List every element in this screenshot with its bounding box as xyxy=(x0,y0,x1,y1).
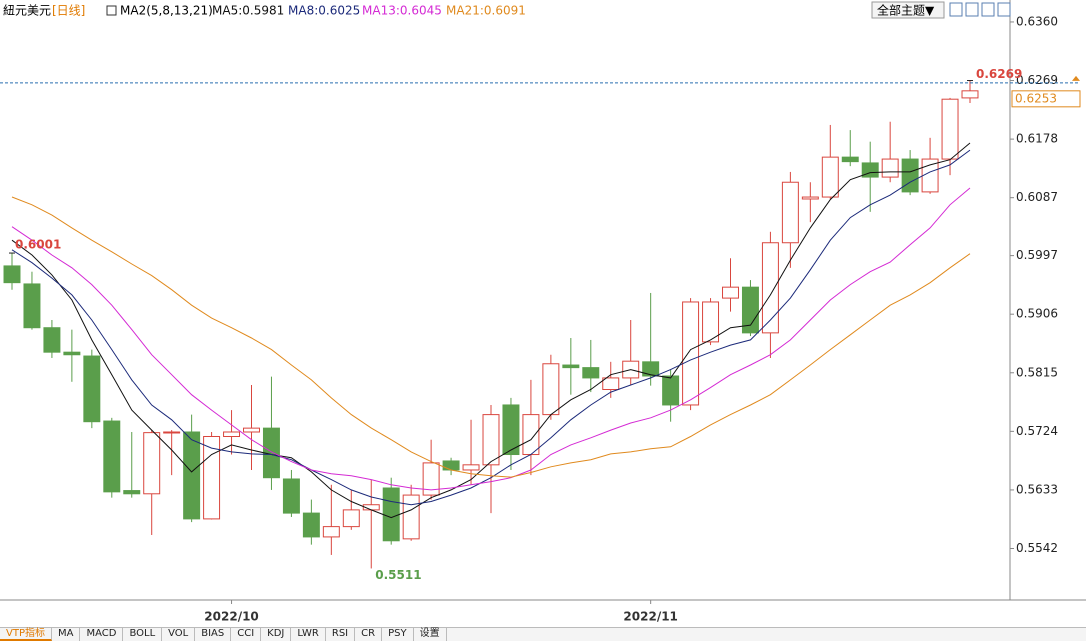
candle-body xyxy=(3,265,21,284)
low-label: 0.5511 xyxy=(375,568,421,582)
current-price-arrow xyxy=(1072,75,1080,81)
indicator-tab[interactable]: MA xyxy=(52,628,81,641)
candle-body xyxy=(542,363,560,416)
candle-body xyxy=(183,431,201,520)
legend-entry: MA5:0.5981 xyxy=(212,4,284,18)
indicator-label: MA2(5,8,13,21) xyxy=(120,4,213,18)
y-tick-label: 0.6269 xyxy=(1016,73,1058,87)
indicator-tab[interactable]: LWR xyxy=(291,628,326,641)
current-price-box xyxy=(1011,90,1081,108)
candle-body xyxy=(841,156,859,163)
y-tick-label: 0.5906 xyxy=(1016,307,1058,321)
y-tick-label: 0.6360 xyxy=(1016,14,1058,28)
candle-body xyxy=(382,487,400,542)
candle-body xyxy=(582,367,600,379)
legend-entry: MA21:0.6091 xyxy=(446,4,526,18)
ma-line xyxy=(11,149,971,506)
candle-body xyxy=(502,404,520,456)
start-label: 0.6001 xyxy=(15,238,61,252)
theme-button-label[interactable]: 全部主题▼ xyxy=(877,3,935,18)
indicator-tab[interactable]: CCI xyxy=(231,628,262,641)
legend-entry: MA8:0.6025 xyxy=(288,4,360,18)
y-tick-label: 0.5724 xyxy=(1016,424,1058,438)
candle-body xyxy=(462,464,480,471)
candle-body xyxy=(941,98,959,160)
indicator-tab[interactable]: VOL xyxy=(162,628,196,641)
candle-body xyxy=(761,242,779,334)
candle-body xyxy=(123,490,141,495)
candle-body xyxy=(881,158,899,178)
indicator-tab[interactable]: RSI xyxy=(326,628,356,641)
icon-button[interactable] xyxy=(997,2,1011,17)
candle-body xyxy=(801,196,819,200)
x-tick-label: 2022/11 xyxy=(623,610,677,624)
y-tick-label: 0.6087 xyxy=(1016,190,1058,204)
candle-body xyxy=(562,364,580,369)
y-tick-label: 0.5542 xyxy=(1016,541,1058,555)
candle-body xyxy=(322,526,340,538)
candle-body xyxy=(282,478,300,514)
candle-body xyxy=(722,286,739,299)
icon-button[interactable] xyxy=(981,2,995,17)
theme-button[interactable] xyxy=(871,1,945,19)
candle-body xyxy=(203,435,221,520)
x-tick-label: 2022/10 xyxy=(204,610,258,624)
candle-body xyxy=(442,460,460,471)
chart-title: 紐元美元 xyxy=(3,4,51,18)
candle-body xyxy=(63,351,81,356)
indicator-icon[interactable] xyxy=(106,5,117,16)
candle-body xyxy=(23,283,41,329)
ma-line xyxy=(11,196,971,478)
candle-body xyxy=(243,427,260,433)
candle-body xyxy=(602,377,620,391)
legend-entry: MA13:0.6045 xyxy=(362,4,442,18)
icon-button[interactable] xyxy=(965,2,979,17)
candle-body xyxy=(741,286,759,334)
candle-body xyxy=(43,327,61,353)
candle-body xyxy=(143,432,161,495)
candle-body xyxy=(83,355,101,423)
candle-body xyxy=(482,414,500,466)
current-price-label: 0.6253 xyxy=(1015,91,1057,105)
candle-body xyxy=(103,420,121,493)
ma-line xyxy=(11,187,971,491)
candle-body xyxy=(402,494,420,540)
candle-body xyxy=(921,158,939,193)
y-tick-label: 0.6178 xyxy=(1016,132,1058,146)
candle-body xyxy=(302,512,320,538)
toolbar-icons xyxy=(949,2,1011,17)
y-tick-label: 0.5815 xyxy=(1016,365,1058,379)
candle-body xyxy=(821,156,839,198)
indicator-tab[interactable]: PSY xyxy=(382,628,414,641)
indicator-tab[interactable]: VTP指标 xyxy=(0,628,52,641)
chart: 紐元美元 [日线] MA2(5,8,13,21) 全部主题▼ 0.6360 0.6… xyxy=(0,0,1086,624)
candle-body xyxy=(522,414,540,456)
indicator-tab[interactable]: MACD xyxy=(80,628,124,641)
candle-body xyxy=(781,181,799,244)
indicator-tab[interactable]: BIAS xyxy=(195,628,232,641)
y-tick-label: 0.5997 xyxy=(1016,248,1058,262)
indicator-tab[interactable]: CR xyxy=(355,628,383,641)
period-label: [日线] xyxy=(52,4,85,18)
icon-button[interactable] xyxy=(949,2,963,17)
candle-body xyxy=(163,431,181,434)
y-tick-label: 0.5633 xyxy=(1016,482,1058,496)
candle-body xyxy=(342,509,360,528)
indicator-tab[interactable]: KDJ xyxy=(261,628,292,641)
candle-body xyxy=(422,462,440,496)
indicator-tabs: VTP指标 MA MACD BOLL VOL BIAS CCI KDJ LWR RSI CR PSY 设… xyxy=(0,627,1086,641)
high-label: 0.6269 xyxy=(976,67,1022,81)
indicator-tab[interactable]: 设置 xyxy=(414,628,447,641)
candle-body xyxy=(702,301,720,343)
indicator-tab[interactable]: BOLL xyxy=(123,628,163,641)
candle-body xyxy=(961,90,979,99)
candle-body xyxy=(223,431,241,437)
candle-body xyxy=(682,301,700,406)
candle-body xyxy=(662,375,680,406)
candle-body xyxy=(642,361,660,377)
ma-line xyxy=(11,142,971,519)
candle-body xyxy=(901,158,919,193)
